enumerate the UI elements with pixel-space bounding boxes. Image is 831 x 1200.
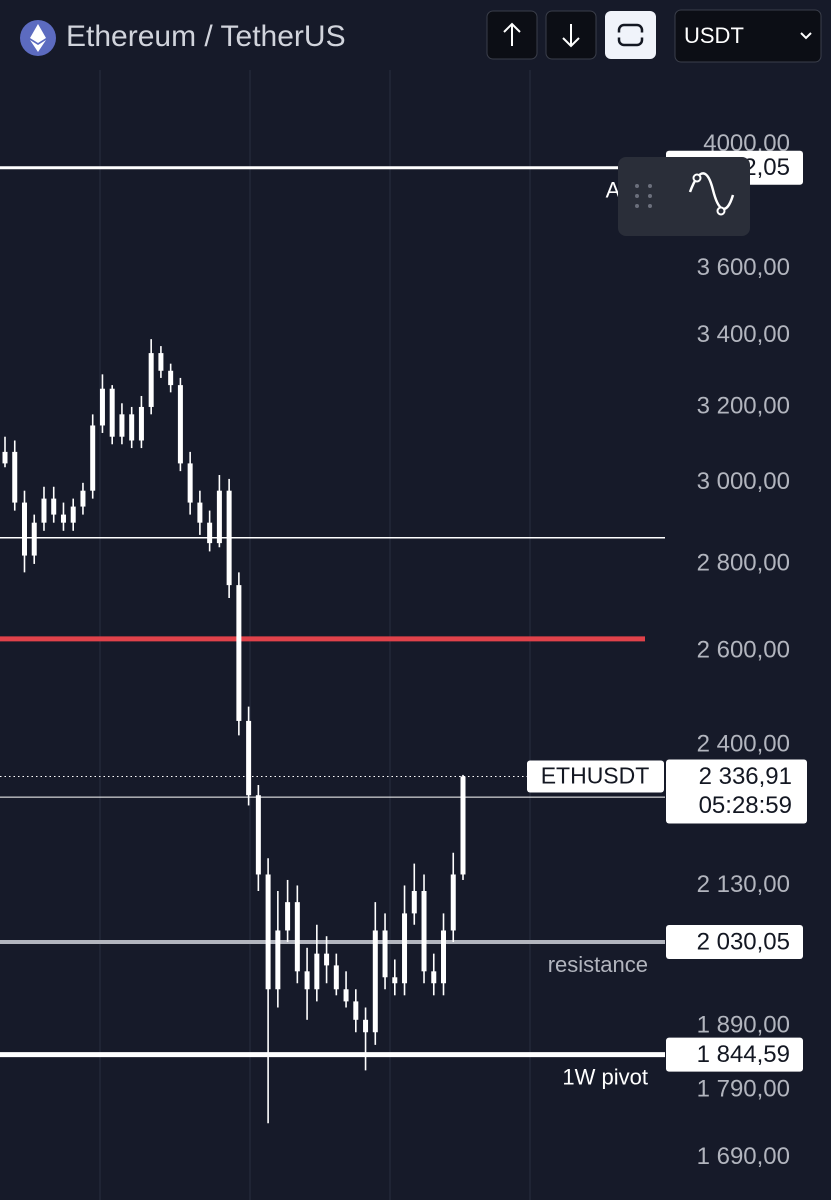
candle-body bbox=[21, 502, 27, 556]
candle-body bbox=[31, 522, 37, 556]
price-axis: 4000,003 600,003 400,003 200,003 000,002… bbox=[697, 130, 790, 1170]
price-box bbox=[666, 924, 803, 959]
candle-body bbox=[333, 965, 339, 990]
candle-body bbox=[99, 388, 105, 426]
candle-body bbox=[80, 490, 86, 507]
level-label: resistance bbox=[548, 952, 648, 977]
replay-button[interactable] bbox=[605, 11, 656, 59]
price-label: 1 844,59 bbox=[697, 1041, 790, 1068]
candle-body bbox=[207, 522, 213, 544]
candle-body bbox=[314, 953, 320, 990]
symbol-box bbox=[527, 760, 664, 793]
candle-body bbox=[343, 989, 349, 1002]
y-tick-label: 3 400,00 bbox=[697, 321, 790, 348]
candle-body bbox=[265, 874, 271, 990]
y-tick-label: 3 200,00 bbox=[697, 392, 790, 419]
y-tick-label: 2 400,00 bbox=[697, 731, 790, 758]
last-price-box bbox=[666, 759, 807, 824]
candle-body bbox=[90, 425, 96, 491]
candle-body bbox=[51, 498, 57, 515]
candle-body bbox=[382, 930, 388, 978]
candle-body bbox=[129, 414, 135, 441]
candle-body bbox=[402, 913, 408, 984]
candle-body bbox=[12, 451, 18, 503]
candle-body bbox=[431, 971, 437, 984]
candle-body bbox=[187, 463, 193, 503]
candle-body bbox=[450, 874, 456, 931]
candle-body bbox=[392, 977, 398, 984]
candle-body bbox=[216, 490, 222, 544]
y-tick-label: 1 790,00 bbox=[697, 1075, 790, 1102]
candle-body bbox=[285, 902, 291, 931]
candle-body bbox=[168, 370, 174, 386]
candle-body bbox=[148, 353, 154, 407]
y-tick-label: 2 800,00 bbox=[697, 549, 790, 576]
drawing-toolbar[interactable] bbox=[618, 157, 750, 236]
y-tick-label: 3 600,00 bbox=[697, 254, 790, 281]
level-label: 1W pivot bbox=[562, 1064, 648, 1089]
candle-body bbox=[372, 930, 378, 1033]
vertical-grid bbox=[99, 70, 531, 1200]
currency-select[interactable]: USDT bbox=[674, 9, 822, 63]
candle-body bbox=[411, 891, 417, 914]
candle-body bbox=[2, 451, 8, 464]
candle-body bbox=[119, 414, 125, 437]
candle-body bbox=[60, 514, 66, 523]
title: Ethereum / TetherUS bbox=[66, 20, 346, 53]
down-button[interactable] bbox=[545, 10, 597, 60]
candle-body bbox=[236, 585, 242, 721]
plot: ATHresistance1W pivot bbox=[0, 166, 665, 1124]
candle-body bbox=[294, 902, 300, 972]
candle-body bbox=[275, 930, 281, 990]
candle-body bbox=[255, 795, 261, 875]
candle-body bbox=[421, 891, 427, 972]
y-tick-label: 1 690,00 bbox=[697, 1143, 790, 1170]
candle-body bbox=[353, 1001, 359, 1020]
candle-body bbox=[460, 776, 466, 875]
candle-body bbox=[70, 506, 76, 523]
candle-body bbox=[363, 1019, 369, 1033]
candle-body bbox=[138, 406, 144, 441]
candle-body bbox=[41, 498, 47, 523]
candle-body bbox=[158, 353, 164, 371]
candle-body bbox=[441, 930, 447, 984]
header: Ethereum / TetherUS USDT bbox=[20, 9, 822, 63]
candle-body bbox=[177, 385, 183, 464]
y-tick-label: 2 130,00 bbox=[697, 871, 790, 898]
candle-body bbox=[109, 388, 115, 437]
price-label: 2 030,05 bbox=[697, 928, 790, 955]
currency: USDT bbox=[684, 23, 744, 48]
candle-body bbox=[226, 490, 232, 586]
last-price-label: 2 336,91 bbox=[699, 763, 792, 790]
symbol-label: ETHUSDT bbox=[541, 763, 650, 789]
countdown: 05:28:59 bbox=[699, 792, 792, 819]
candle-body bbox=[197, 502, 203, 523]
candle-body bbox=[304, 971, 310, 990]
candle-body bbox=[324, 953, 330, 966]
eth-icon-glyph bbox=[30, 24, 46, 52]
up-button[interactable] bbox=[486, 10, 538, 60]
candle-body bbox=[246, 720, 252, 796]
y-tick-label: 3 000,00 bbox=[697, 468, 790, 495]
price-box bbox=[666, 1037, 803, 1072]
y-tick-label: 1 890,00 bbox=[697, 1011, 790, 1038]
y-tick-label: 2 600,00 bbox=[697, 636, 790, 663]
